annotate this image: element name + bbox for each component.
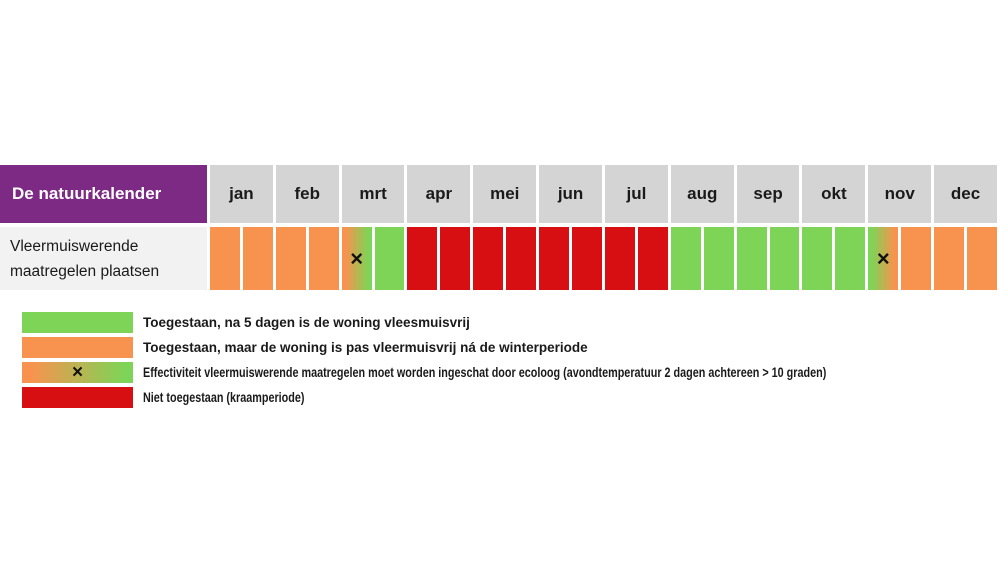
legend-swatch-orange — [22, 337, 133, 358]
cell-jan-1 — [210, 227, 240, 290]
cell-sep-2 — [769, 227, 800, 290]
cell-mrt-1: × — [341, 227, 372, 290]
cell-jun-1 — [539, 227, 570, 290]
month-header-jan: jan — [210, 165, 273, 223]
cell-feb-1 — [275, 227, 306, 290]
month-header-jun: jun — [539, 165, 602, 223]
month-header-sep: sep — [736, 165, 800, 223]
month-header-row: jan feb mrt apr mei jun jul aug sep okt nov dec — [210, 165, 997, 223]
cell-okt-1 — [802, 227, 833, 290]
cell-nov-1: × — [868, 227, 899, 290]
legend-label-allowed-after-winter: Toegestaan, maar de woning is pas vleerm… — [143, 340, 588, 355]
x-marker-icon: × — [350, 245, 364, 271]
calendar-title-label: De natuurkalender — [12, 184, 162, 203]
legend-row-not-allowed: Niet toegestaan (kraamperiode) — [22, 387, 997, 408]
cell-mei-2 — [506, 227, 537, 290]
month-header-apr: apr — [407, 165, 471, 223]
legend-swatch-gradient-x: × — [22, 362, 133, 383]
cell-okt-2 — [835, 227, 866, 290]
x-marker-icon: × — [71, 362, 84, 383]
x-marker-icon: × — [876, 245, 890, 271]
half-month-cells-row: × × — [210, 227, 997, 290]
legend-label-allowed: Toegestaan, na 5 dagen is de woning vlee… — [143, 315, 470, 330]
cell-apr-1 — [407, 227, 438, 290]
month-header-dec: dec — [934, 165, 997, 223]
cell-sep-1 — [736, 227, 767, 290]
month-header-nov: nov — [868, 165, 932, 223]
month-header-aug: aug — [670, 165, 734, 223]
cell-feb-2 — [308, 227, 339, 290]
legend: Toegestaan, na 5 dagen is de woning vlee… — [22, 312, 997, 408]
measure-row-label: Vleermuiswerende maatregelen plaatsen — [0, 227, 207, 290]
cell-jun-2 — [572, 227, 602, 290]
measure-row-label-text: Vleermuiswerende maatregelen plaatsen — [10, 237, 160, 280]
cell-jul-1 — [604, 227, 635, 290]
cell-apr-2 — [440, 227, 471, 290]
cell-dec-2 — [967, 227, 997, 290]
month-header-mrt: mrt — [341, 165, 405, 223]
cell-nov-2 — [901, 227, 932, 290]
month-header-okt: okt — [802, 165, 866, 223]
month-header-feb: feb — [275, 165, 339, 223]
cell-mei-1 — [473, 227, 504, 290]
legend-row-ecologist-assessment: × Effectiviteit vleermuiswerende maatreg… — [22, 362, 997, 383]
legend-label-not-allowed: Niet toegestaan (kraamperiode) — [143, 390, 305, 405]
month-header-jul: jul — [604, 165, 668, 223]
legend-row-allowed-after-winter: Toegestaan, maar de woning is pas vleerm… — [22, 337, 997, 358]
cell-mrt-2 — [374, 227, 405, 290]
month-header-mei: mei — [473, 165, 537, 223]
cell-jan-2 — [242, 227, 273, 290]
legend-row-allowed: Toegestaan, na 5 dagen is de woning vlee… — [22, 312, 997, 333]
cell-jul-2 — [637, 227, 668, 290]
calendar-title: De natuurkalender — [0, 165, 207, 223]
legend-label-ecologist-assessment: Effectiviteit vleermuiswerende maatregel… — [143, 365, 827, 380]
cell-aug-1 — [670, 227, 701, 290]
legend-swatch-green — [22, 312, 133, 333]
cell-dec-1 — [934, 227, 965, 290]
cell-aug-2 — [703, 227, 734, 290]
legend-swatch-red — [22, 387, 133, 408]
